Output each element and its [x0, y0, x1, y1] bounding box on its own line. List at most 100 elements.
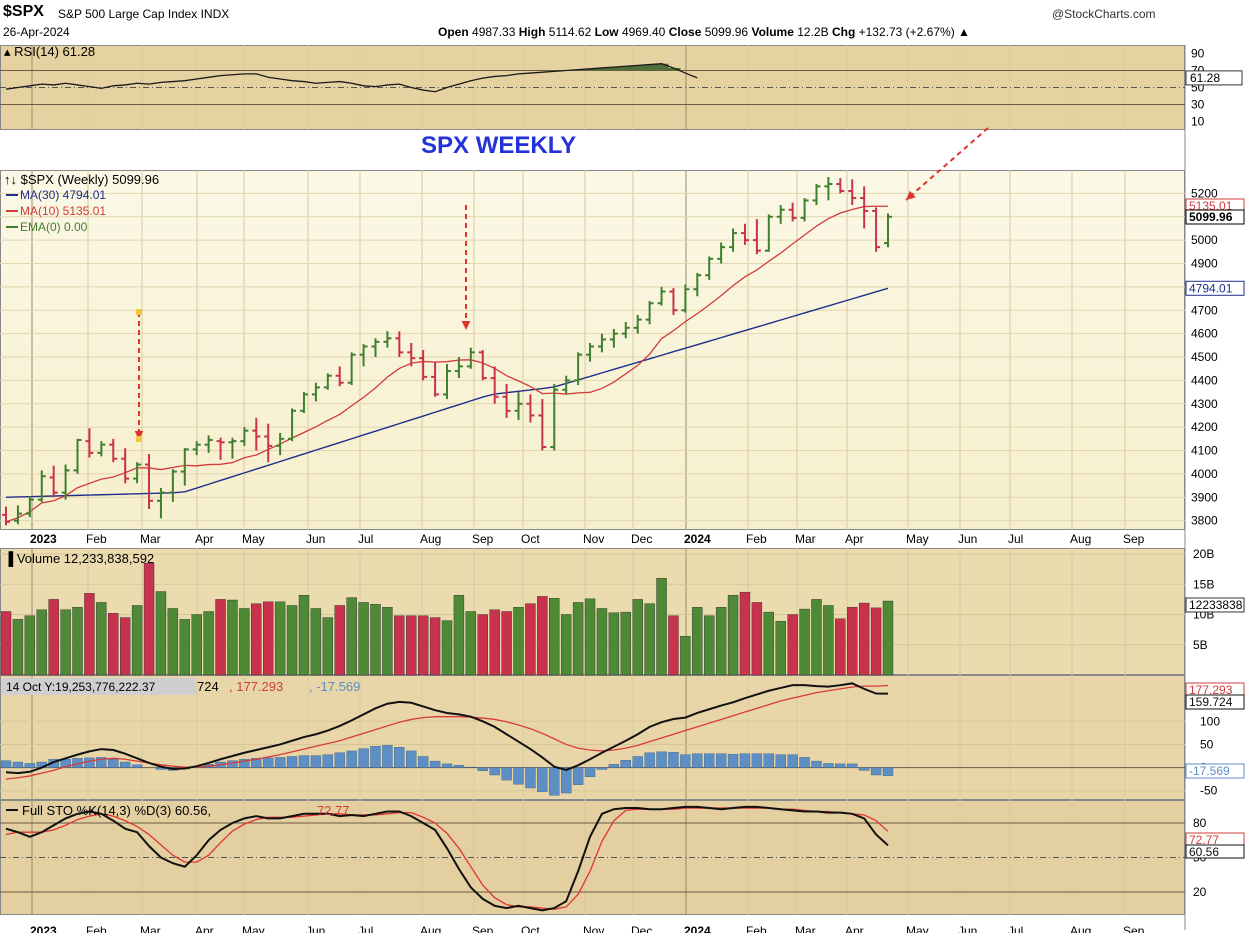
- volume-bar: [751, 602, 763, 676]
- vol-y-tick: 20B: [1193, 547, 1214, 561]
- volume-bar: [441, 620, 453, 676]
- price-bar: [550, 383, 559, 451]
- volume-bar: [417, 615, 429, 676]
- macd-histogram-bar: [620, 759, 631, 768]
- price-bar: [693, 272, 702, 297]
- x-tick-label-bottom: Mar: [795, 924, 816, 933]
- price-bar: [633, 314, 642, 334]
- macd-last-box: [1185, 694, 1245, 710]
- price-bar: [562, 375, 571, 395]
- rsi-y-tick: 10: [1191, 115, 1205, 129]
- volume-bar: [537, 596, 548, 676]
- volume-bar: [239, 608, 250, 676]
- price-bar: [299, 392, 308, 414]
- low-value: 4969.40: [621, 25, 666, 39]
- x-tick-label-bottom: Jul: [358, 924, 373, 933]
- volume-bar: [549, 597, 560, 676]
- rsi-legend: ▴ RSI(14) 61.28: [4, 44, 95, 59]
- macd-histogram-bar: [680, 754, 691, 768]
- macd-histogram-bar: [811, 760, 822, 768]
- price-bar: [800, 198, 809, 222]
- price-bar: [61, 464, 70, 500]
- up-triangle-icon: ▲: [958, 25, 970, 39]
- x-tick-label-bottom: May: [906, 924, 929, 933]
- x-tick-label: May: [242, 532, 265, 546]
- close-label: Close: [668, 25, 702, 39]
- price-bar: [37, 470, 46, 502]
- macd-histogram-bar: [274, 757, 286, 768]
- price-panel-bg: [0, 170, 1185, 530]
- price-bar: [49, 465, 58, 498]
- price-y-tick: 4300: [1191, 397, 1218, 411]
- x-tick-label-bottom: Apr: [845, 924, 864, 933]
- volume-bar: [286, 605, 298, 676]
- volume-bar: [60, 609, 71, 676]
- sto-y-tick: 80: [1193, 816, 1207, 830]
- sto-k-line: [5, 805, 889, 912]
- macd-tooltip: 14 Oct Y:19,253,776,222.37: [6, 680, 156, 694]
- source-credit[interactable]: @StockCharts.com: [1052, 7, 1156, 21]
- volume-bar: [727, 594, 739, 676]
- volume-bar: [179, 619, 190, 676]
- volume-bar: [847, 607, 858, 676]
- macd-tooltip-bg: [2, 678, 196, 695]
- price-bar: [121, 448, 130, 484]
- x-tick-label-bottom: Aug: [1070, 924, 1091, 933]
- price-bar: [168, 469, 177, 502]
- price-legend-title: ↑↓ $SPX (Weekly) 5099.96: [4, 172, 159, 187]
- price-bar: [764, 214, 773, 252]
- price-bar: [2, 506, 10, 526]
- close-value: 5099.96: [704, 25, 749, 39]
- volume-label: Volume: [751, 25, 794, 39]
- macd-histogram-bar: [799, 757, 810, 768]
- x-tick-label: Mar: [140, 532, 161, 546]
- price-bar: [502, 383, 511, 418]
- price-y-tick: 3800: [1191, 514, 1218, 528]
- price-legend-item: MA(10) 5135.01: [20, 204, 106, 218]
- volume-bar: [715, 607, 727, 676]
- x-tick-label-bottom: Oct: [521, 924, 540, 933]
- price-last-label: 5099.96: [1189, 210, 1233, 224]
- volume-bar: [489, 609, 500, 676]
- price-bar: [13, 505, 22, 525]
- vol-y-tick: 15B: [1193, 577, 1214, 591]
- price-bar: [288, 408, 297, 442]
- price-bar: [180, 448, 189, 486]
- bottom-axis-bg: [0, 915, 1185, 933]
- macd-histogram-bar: [131, 764, 143, 768]
- volume-bar: [298, 594, 310, 676]
- price-bar: [25, 496, 34, 518]
- macd-legend-signal: , 177.293: [229, 679, 283, 694]
- volume-bar: [119, 617, 131, 676]
- macd-histogram-bar: [584, 767, 596, 778]
- x-tick-label: Feb: [86, 532, 107, 546]
- price-y-tick: 4000: [1191, 467, 1218, 481]
- x-tick-label-bottom: Feb: [746, 924, 767, 933]
- volume-bar: [763, 611, 775, 676]
- price-bar: [443, 364, 451, 400]
- sto-last-label: 60.56: [1189, 845, 1219, 859]
- x-tick-label-bottom: Sep: [1123, 924, 1145, 933]
- macd-histogram-bar: [251, 758, 262, 768]
- volume-bar: [870, 607, 882, 676]
- macd-legend-hist: , -17.569: [309, 679, 360, 694]
- volume-bar: [167, 608, 179, 676]
- macd-histogram-bar: [417, 756, 429, 768]
- volume-bar: [131, 605, 143, 676]
- x-tick-label-bottom: Jul: [1008, 924, 1023, 933]
- arrow-marker: [136, 309, 142, 315]
- x-tick-label-bottom: Sep: [472, 924, 494, 933]
- volume-bar: [429, 617, 441, 676]
- price-y-tick: 4600: [1191, 327, 1218, 341]
- price-y-tick: 4100: [1191, 444, 1218, 458]
- macd-y-tick: 50: [1200, 737, 1214, 751]
- price-bar: [848, 179, 857, 206]
- volume-bar: [811, 599, 822, 676]
- price-bar: [156, 487, 165, 519]
- price-bar: [204, 435, 213, 453]
- x-tick-label: Dec: [631, 532, 652, 546]
- macd-histogram-bar: [334, 752, 345, 768]
- price-bar: [490, 366, 499, 404]
- volume-bar: [668, 615, 679, 676]
